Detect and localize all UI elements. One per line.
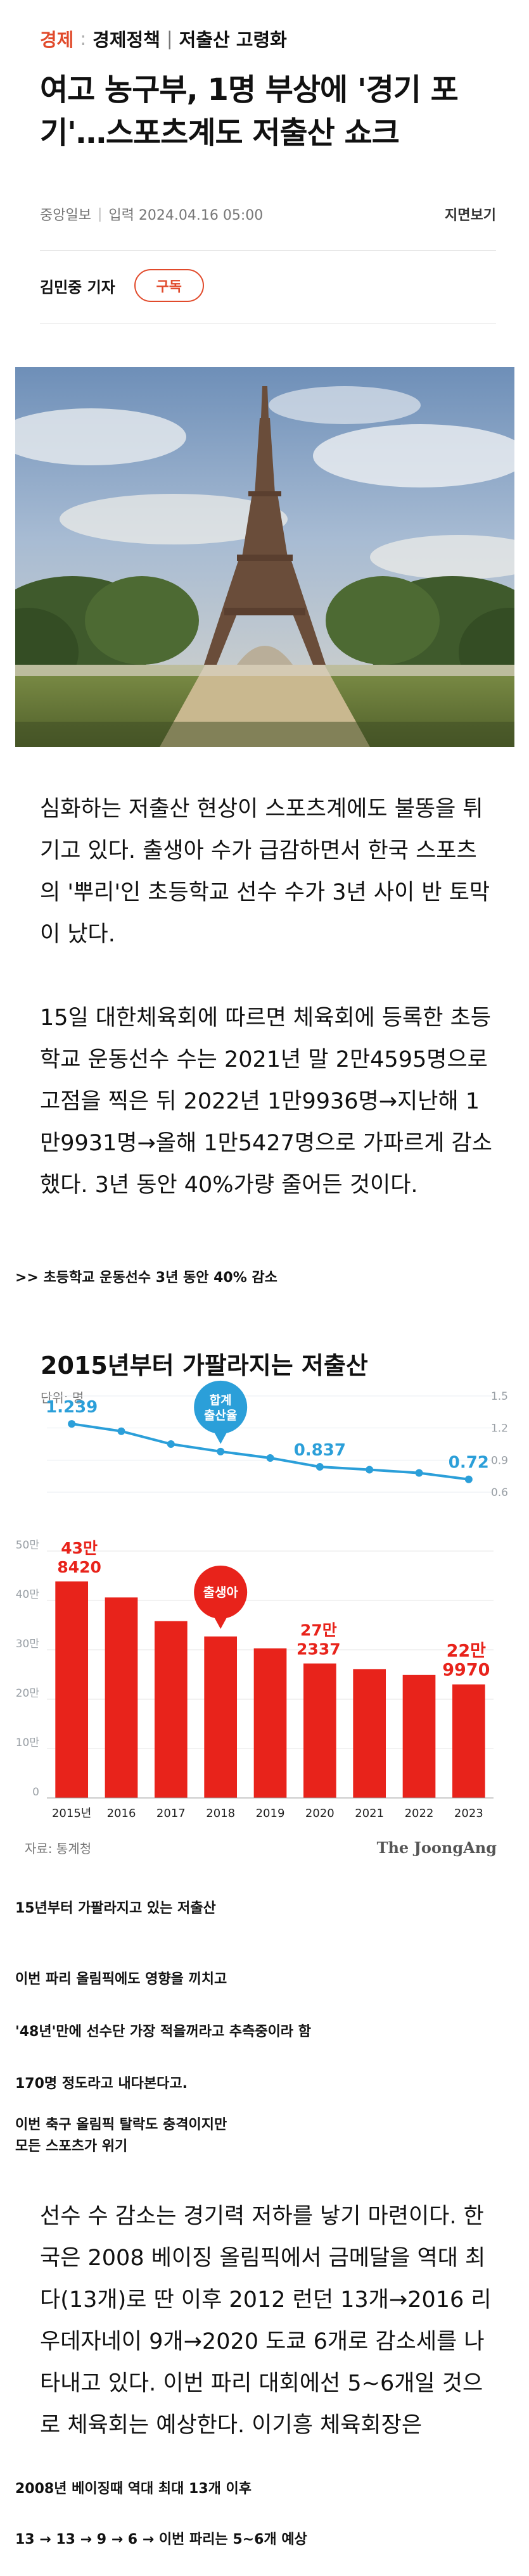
left-tick-label: 10만 xyxy=(16,1737,40,1749)
line-value-label: 1.239 xyxy=(46,1398,98,1417)
chart-title: 2015년부터 가팔라지는 저출산 xyxy=(41,1352,368,1379)
line-point xyxy=(464,1475,473,1483)
bars xyxy=(47,1581,494,1799)
x-tick-label: 2017 xyxy=(156,1807,186,1820)
caption-line: 이번 축구 올림픽 탈락도 충격이지만 xyxy=(15,2117,227,2133)
article-meta: 중앙일보 | 입력 2024.04.16 05:00 지면보기 xyxy=(40,204,496,224)
breadcrumb-section[interactable]: 경제 xyxy=(40,29,74,51)
bar xyxy=(253,1648,287,1798)
fertility-line xyxy=(68,1420,473,1483)
callout-pointer xyxy=(213,1614,229,1629)
fertility-polyline xyxy=(71,1423,469,1481)
x-tick-label: 2016 xyxy=(107,1807,136,1820)
divider xyxy=(40,250,496,251)
byline: 김민중 기자 구독 xyxy=(40,269,204,302)
birth-rate-chart: 2015년부터 가팔라지는 저출산 단위: 명 0 10만 20만 30만 40만 50만… xyxy=(15,1326,516,1871)
line-point xyxy=(366,1466,374,1474)
line-point xyxy=(68,1420,76,1428)
x-tick-label: 2022 xyxy=(405,1807,434,1820)
breadcrumb-topic[interactable]: 저출산 고령화 xyxy=(179,29,287,51)
bar-value-label: 27만 xyxy=(300,1621,337,1640)
caption-line: 2008년 베이징때 역대 최대 13개 이후 xyxy=(15,2481,252,2497)
callout-pointer xyxy=(213,1429,229,1444)
caption-line: '48년'만에 선수단 가장 적을꺼라고 추측중이라 함 xyxy=(15,2024,311,2040)
reporter-name[interactable]: 김민중 기자 xyxy=(40,278,115,296)
breadcrumb-separator: : xyxy=(80,28,87,49)
breadcrumb-subsection[interactable]: 경제정책 xyxy=(92,29,160,51)
bar xyxy=(154,1621,188,1798)
left-tick-label: 30만 xyxy=(16,1638,40,1650)
article-paragraph: 선수 수 감소는 경기력 저하를 낳기 마련이다. 한국은 2008 베이징 올… xyxy=(40,2204,492,2438)
bar-value-label: 2337 xyxy=(296,1640,341,1659)
bar-value-label: 9970 xyxy=(442,1661,490,1680)
caption-line: 모든 스포츠가 위기 xyxy=(15,2139,128,2154)
callout-label: 합계 xyxy=(210,1393,232,1407)
chart-source: 자료: 통계청 xyxy=(25,1841,91,1856)
callout-label: 출생아 xyxy=(203,1585,239,1600)
line-point xyxy=(117,1427,125,1435)
line-point xyxy=(415,1469,423,1477)
right-tick-label: 0.6 xyxy=(491,1486,508,1499)
right-tick-label: 0.9 xyxy=(491,1454,508,1467)
line-point xyxy=(217,1447,225,1455)
caption-line: 170명 정도라고 내다본다고. xyxy=(15,2076,188,2092)
meta-divider: | xyxy=(97,206,103,222)
subscribe-button[interactable]: 구독 xyxy=(134,269,204,302)
article-paragraph: 심화하는 저출산 현상이 스포츠계에도 불똥을 튀기고 있다. 출생아 수가 급… xyxy=(40,796,490,947)
breadcrumb-divider: | xyxy=(166,28,173,49)
article-photo xyxy=(15,367,514,747)
bar xyxy=(303,1663,336,1798)
line-value-label: 0.837 xyxy=(294,1441,346,1460)
line-point xyxy=(167,1440,175,1448)
bar-value-label: 43만 xyxy=(61,1539,98,1557)
x-tick-label: 2020 xyxy=(305,1807,335,1820)
right-axis: 0.6 0.9 1.2 1.5 xyxy=(47,1390,508,1499)
x-axis-labels: 2015년 2016 2017 2018 2019 2020 2021 2022 2023 xyxy=(52,1807,483,1820)
callout-label: 출산율 xyxy=(204,1409,237,1423)
x-tick-label: 2023 xyxy=(454,1807,483,1820)
bar xyxy=(55,1581,89,1798)
breadcrumb: 경제 : 경제정책 | 저출산 고령화 xyxy=(40,25,287,52)
publisher-name: 중앙일보 xyxy=(40,208,91,223)
left-tick-label: 0 xyxy=(32,1786,39,1799)
brand-logo: The JoongAng xyxy=(377,1838,497,1857)
line-value-label: 0.72 xyxy=(449,1454,489,1473)
right-tick-label: 1.2 xyxy=(491,1423,508,1435)
left-tick-label: 50만 xyxy=(16,1539,40,1552)
x-tick-label: 2019 xyxy=(256,1807,285,1820)
publish-date: 입력 2024.04.16 05:00 xyxy=(108,208,264,223)
bar xyxy=(204,1636,238,1798)
eiffel-tower-image xyxy=(15,367,514,747)
divider xyxy=(40,323,496,324)
caption-line: 13 → 13 → 9 → 6 → 이번 파리는 5~6개 예상 xyxy=(15,2532,307,2548)
callout-bubble xyxy=(194,1565,248,1619)
article-headline: 여고 농구부, 1명 부상에 '경기 포기'…스포츠계도 저출산 쇼크 xyxy=(40,72,459,151)
bar-value-label: 8420 xyxy=(57,1558,101,1576)
bar xyxy=(105,1597,138,1798)
paper-view-link[interactable]: 지면보기 xyxy=(445,208,496,223)
bar-value-label: 22만 xyxy=(447,1642,487,1661)
bar-series-callout: 출생아 xyxy=(194,1565,248,1629)
callout-bubble xyxy=(194,1380,248,1434)
article-paragraph: 15일 대한체육회에 따르면 체육회에 등록한 초등학교 운동선수 수는 202… xyxy=(40,1005,492,1198)
chart-unit-label: 단위: 명 xyxy=(41,1390,84,1405)
line-point xyxy=(266,1454,274,1462)
left-tick-label: 20만 xyxy=(16,1687,40,1700)
caption-line: >> 초등학교 운동선수 3년 동안 40% 감소 xyxy=(15,1270,277,1286)
x-tick-label: 2018 xyxy=(206,1807,235,1820)
right-tick-label: 1.5 xyxy=(491,1390,508,1403)
caption-line: 이번 파리 올림픽에도 영향을 끼치고 xyxy=(15,1971,227,1987)
line-point xyxy=(315,1462,324,1471)
x-tick-label: 2015년 xyxy=(52,1807,91,1820)
bar xyxy=(452,1684,485,1798)
x-tick-label: 2021 xyxy=(355,1807,384,1820)
bar xyxy=(353,1669,386,1798)
left-tick-label: 40만 xyxy=(16,1588,40,1601)
caption-line: 15년부터 가팔라지고 있는 저출산 xyxy=(15,1901,216,1916)
chart-canvas: 2015년부터 가팔라지는 저출산 단위: 명 0 10만 20만 30만 40만 50만… xyxy=(16,1352,508,1857)
bar xyxy=(402,1674,436,1798)
